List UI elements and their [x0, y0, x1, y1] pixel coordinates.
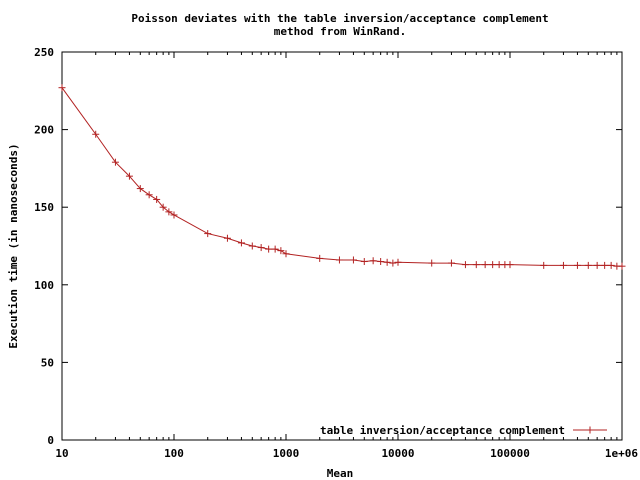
data-point — [369, 257, 377, 265]
series-layer — [58, 84, 626, 270]
x-axis: 10 100 1000 10000 100000 1e+06 — [55, 52, 638, 460]
data-point — [540, 261, 548, 269]
data-point — [383, 258, 391, 266]
x-tick-label: 1e+06 — [605, 447, 638, 460]
x-tick-label: 1000 — [273, 447, 300, 460]
data-point — [248, 242, 256, 250]
data-point — [349, 256, 357, 264]
data-point — [145, 191, 153, 199]
data-point — [506, 261, 514, 269]
x-tick-label: 100 — [164, 447, 184, 460]
y-tick-label: 100 — [34, 279, 54, 292]
data-point — [573, 261, 581, 269]
data-point — [584, 261, 592, 269]
data-point — [377, 258, 385, 266]
data-point — [277, 247, 285, 255]
data-point — [136, 185, 144, 193]
data-point — [92, 130, 100, 138]
data-point — [204, 230, 212, 238]
y-tick-label: 250 — [34, 46, 54, 59]
data-point — [58, 84, 66, 92]
data-point — [237, 239, 245, 247]
series-line — [61, 87, 622, 267]
data-point — [489, 261, 497, 269]
data-point — [601, 261, 609, 269]
x-axis-label: Mean — [327, 467, 354, 480]
data-point — [618, 262, 626, 270]
data-point — [165, 208, 173, 216]
data-point — [428, 259, 436, 267]
data-point — [282, 250, 290, 258]
x-tick-label: 10000 — [381, 447, 414, 460]
plot-area-frame — [61, 51, 623, 441]
data-point — [559, 261, 567, 269]
y-axis: 0 50 100 150 200 250 — [34, 46, 622, 447]
data-point — [607, 261, 615, 269]
data-point — [111, 158, 119, 166]
data-point — [472, 261, 480, 269]
data-point — [389, 259, 397, 267]
data-point — [447, 259, 455, 267]
data-point — [335, 256, 343, 264]
data-point — [271, 245, 279, 253]
data-point — [153, 195, 161, 203]
y-tick-label: 150 — [34, 201, 54, 214]
data-point — [360, 258, 368, 266]
data-point — [461, 261, 469, 269]
data-point — [265, 245, 273, 253]
data-point — [257, 244, 265, 252]
legend-entry-label: table inversion/acceptance complement — [320, 424, 565, 437]
y-tick-label: 200 — [34, 124, 54, 137]
data-point — [125, 172, 133, 180]
y-tick-label: 0 — [47, 434, 54, 447]
y-tick-label: 50 — [41, 356, 54, 369]
chart-title-line1: Poisson deviates with the table inversio… — [131, 12, 548, 25]
legend: table inversion/acceptance complement — [320, 424, 607, 437]
y-axis-label: Execution time (in nanoseconds) — [7, 143, 20, 348]
data-point — [593, 261, 601, 269]
data-point — [481, 261, 489, 269]
x-tick-label: 100000 — [490, 447, 530, 460]
data-point — [170, 211, 178, 219]
data-point — [223, 234, 231, 242]
chart-title-line2: method from WinRand. — [274, 25, 406, 38]
data-point — [316, 254, 324, 262]
legend-sample-marker — [586, 426, 594, 434]
data-point — [394, 258, 402, 266]
data-point — [159, 203, 167, 211]
x-tick-label: 10 — [55, 447, 68, 460]
